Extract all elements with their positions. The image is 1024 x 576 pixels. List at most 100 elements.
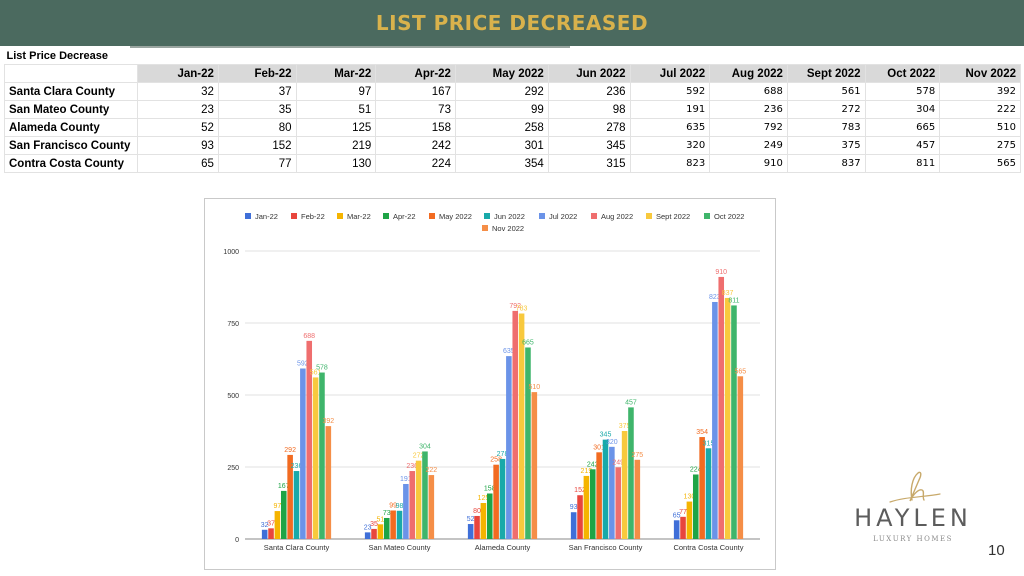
bar (280, 490, 287, 539)
table-cell: 152 (217, 136, 297, 155)
bar (493, 464, 499, 539)
bar (609, 446, 615, 539)
bar (621, 431, 628, 539)
bar (422, 451, 428, 539)
bar (480, 503, 487, 539)
table-cell: 80 (217, 118, 297, 137)
table-cell: 224 (375, 154, 456, 173)
bar (506, 356, 512, 539)
bar-value-label: 52 (467, 516, 475, 523)
table-cell: 320 (629, 136, 711, 155)
table-cell: 158 (375, 118, 456, 137)
table-cell: 561 (786, 82, 866, 101)
bar-value-label: 80 (473, 508, 481, 515)
legend-swatch (539, 213, 545, 219)
bar (615, 467, 622, 539)
table-cell: 688 (709, 82, 788, 101)
table-cell: 345 (547, 136, 631, 155)
bar (602, 439, 609, 539)
bar-value-label: 275 (631, 452, 643, 459)
bar-value-label: 152 (574, 487, 586, 494)
y-tick-label: 750 (227, 321, 239, 328)
bar-value-label: 592 (297, 361, 309, 368)
table-row: Santa Clara County 32 37 97 167 292 236 592 688 5… (3, 82, 1021, 101)
column-header: Oct 2022 (864, 64, 941, 83)
table-cell: 292 (454, 82, 549, 101)
bar (396, 510, 403, 539)
bar-value-label: 258 (490, 457, 502, 464)
bar-value-label: 792 (509, 303, 521, 310)
bar-value-label: 167 (278, 483, 290, 490)
bar (712, 301, 718, 539)
table-cell: 77 (217, 154, 297, 173)
table-cell: 565 (939, 154, 1021, 173)
bar (518, 313, 525, 539)
bar-value-label: 191 (400, 476, 412, 483)
bar-chart: Jan-22 Feb-22 Mar-22 Apr-22 May 2022 Jun 2022… (223, 212, 760, 552)
bar-value-label: 561 (310, 369, 322, 376)
table-cell: 375 (786, 136, 866, 155)
bar (306, 340, 313, 539)
bar (589, 469, 596, 539)
bar-value-label: 219 (581, 468, 593, 475)
bar-value-label: 457 (625, 399, 637, 406)
table-row: San Mateo County 23 35 51 73 99 98 191 236 272 304… (3, 100, 1021, 119)
table-cell: 236 (709, 100, 788, 119)
bar-value-label: 23 (364, 524, 372, 531)
bar (680, 516, 686, 539)
bar (628, 407, 634, 539)
bar-value-label: 99 (389, 502, 397, 509)
bar (312, 377, 319, 539)
bar-value-label: 665 (522, 339, 534, 346)
bar (499, 458, 506, 539)
table-row: San Francisco County 93 152 219 242 301 345 320… (3, 136, 1021, 155)
y-tick-label: 500 (227, 393, 239, 400)
table-cell: 275 (939, 136, 1021, 155)
legend-swatch (429, 213, 435, 219)
legend-label: Aug 2022 (601, 212, 633, 221)
table-cell: 592 (629, 82, 711, 101)
bar-value-label: 73 (383, 510, 391, 517)
bar-value-label: 35 (370, 521, 378, 528)
table-cell: 35 (217, 100, 297, 119)
bar-value-label: 37 (267, 520, 275, 527)
column-header: Jun 2022 (547, 64, 631, 83)
bar-value-label: 65 (673, 512, 681, 519)
haylen-logo: HAYLEN LUXURY HOMES (846, 470, 980, 550)
table-cell: 191 (629, 100, 711, 119)
column-header: Mar-22 (295, 64, 377, 83)
legend-label: Nov 2022 (492, 224, 524, 233)
bar (325, 426, 332, 539)
x-tick-label: Santa Clara County (264, 543, 330, 552)
column-header: Jul 2022 (629, 64, 711, 83)
bar-value-label: 578 (316, 365, 328, 372)
legend-swatch (482, 225, 488, 231)
row-county-label: Alameda County (3, 118, 139, 137)
x-tick-label: San Mateo County (368, 543, 430, 552)
table-cell: 51 (295, 100, 377, 119)
x-tick-label: San Francisco County (569, 543, 643, 552)
bar (718, 276, 725, 539)
title-banner: LIST PRICE DECREASED (0, 0, 1024, 46)
bar (692, 474, 699, 539)
row-county-label: San Francisco County (3, 136, 139, 155)
bar (531, 392, 538, 539)
bar-value-label: 345 (600, 432, 612, 439)
legend-swatch (484, 213, 490, 219)
bar (371, 528, 377, 539)
bar-value-label: 93 (570, 504, 578, 511)
bar (364, 532, 371, 539)
bar (583, 475, 590, 539)
bar-value-label: 635 (503, 348, 515, 355)
bar (383, 517, 390, 539)
legend-label: Jan-22 (255, 212, 278, 221)
bar-value-label: 125 (478, 495, 490, 502)
table-cell: 278 (547, 118, 631, 137)
bar-value-label: 823 (709, 294, 721, 301)
bar (570, 512, 577, 539)
table-cell: 635 (629, 118, 711, 137)
table-cell: 578 (864, 82, 941, 101)
bar (474, 515, 480, 539)
legend-swatch (704, 213, 710, 219)
bar-value-label: 910 (715, 269, 727, 276)
